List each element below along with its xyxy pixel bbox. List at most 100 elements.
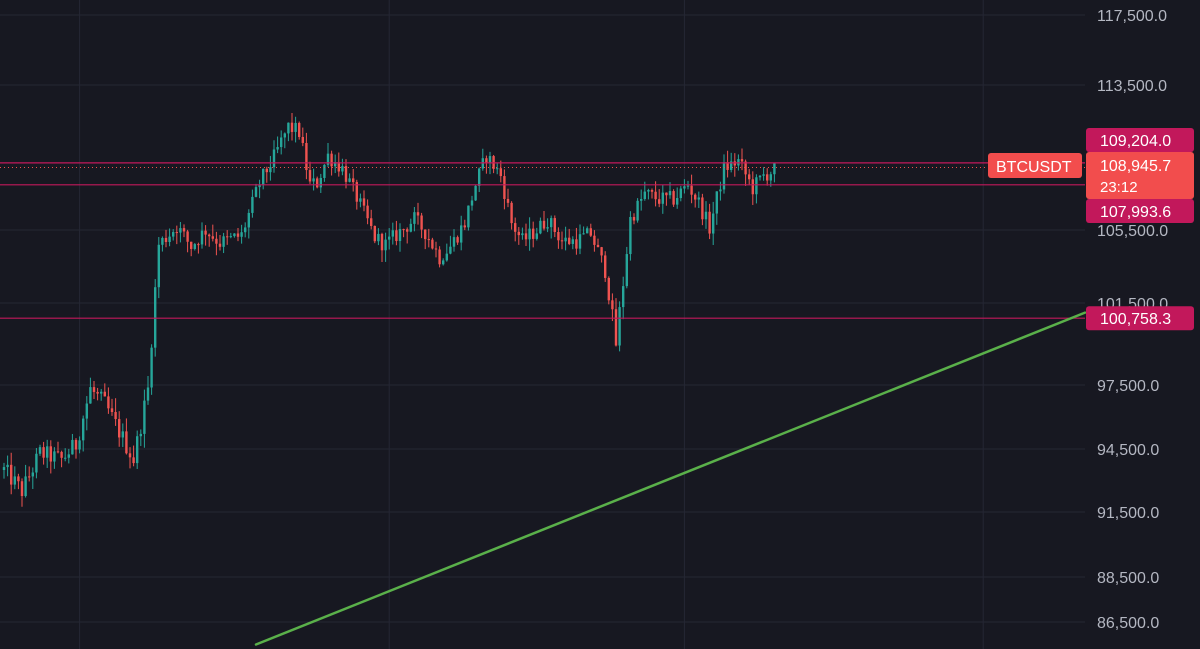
candle-body (269, 167, 272, 173)
candle-body (665, 192, 668, 196)
candle-body (276, 147, 279, 150)
candles-layer (2, 112, 776, 507)
candle-body (164, 237, 168, 243)
candle-body (280, 137, 283, 148)
candle-body (420, 215, 423, 230)
candle-body (146, 387, 150, 401)
candle-body (467, 205, 470, 228)
candle-body (568, 237, 571, 244)
candle-body (460, 225, 463, 243)
candle-body (20, 481, 24, 497)
price-axis: 117,500.0113,500.0105,500.0101,500.097,5… (1097, 8, 1168, 632)
candle-body (60, 451, 63, 458)
candle-body (722, 162, 726, 190)
candle-body (186, 231, 189, 242)
candle-body (204, 230, 207, 235)
candle-body (456, 237, 459, 243)
current-price-label: 108,945.7 (1100, 158, 1171, 175)
candle-body (654, 191, 657, 200)
trendline (254, 311, 1087, 646)
candle-body (600, 247, 603, 256)
candle-body (506, 198, 510, 203)
candle-body (355, 182, 358, 202)
trendline-layer (254, 311, 1087, 646)
candle-body (92, 387, 96, 392)
candle-body (35, 453, 38, 473)
candle-body (470, 200, 474, 206)
candle-body (514, 223, 517, 232)
candle-body (614, 309, 618, 346)
candle-body (24, 476, 27, 497)
candle-body (74, 439, 78, 450)
candle-body (46, 446, 49, 458)
candle-body (748, 174, 751, 180)
candle-body (71, 439, 74, 455)
candle-body (413, 212, 416, 224)
candle-body (362, 198, 366, 206)
candle-body (348, 178, 351, 182)
candle-body (661, 192, 664, 204)
candle-body (247, 212, 250, 228)
candle-body (607, 277, 610, 301)
candle-body (485, 158, 488, 163)
candle-body (85, 403, 88, 419)
candle-body (704, 211, 708, 220)
candle-body (532, 228, 535, 239)
axis-tick-label: 94,500.0 (1097, 442, 1159, 459)
candle-body (521, 233, 524, 236)
candle-body (528, 228, 531, 240)
candle-body (82, 418, 85, 441)
level-tag-upper-label: 109,204.0 (1100, 133, 1171, 150)
candle-body (89, 387, 92, 404)
candle-body (103, 391, 106, 397)
candle-body (683, 186, 686, 189)
candle-body (172, 232, 175, 237)
axis-tick-label: 105,500.0 (1097, 223, 1168, 240)
candle-body (6, 464, 9, 468)
candle-body (499, 168, 502, 177)
candle-body (64, 457, 67, 459)
candle-body (265, 168, 268, 173)
candle-body (388, 236, 391, 240)
candle-body (395, 230, 398, 242)
candle-body (78, 440, 81, 450)
candle-body (211, 236, 214, 239)
candle-body (182, 228, 186, 232)
candle-body (56, 451, 60, 453)
grid-lines (0, 0, 1085, 649)
candle-body (496, 168, 499, 170)
candle-body (384, 239, 387, 251)
candle-body (337, 162, 340, 172)
candle-body (409, 223, 412, 232)
axis-tick-label: 91,500.0 (1097, 505, 1159, 522)
candle-body (193, 244, 196, 249)
horizontal-levels (0, 162, 1085, 319)
candle-body (694, 194, 697, 200)
candle-body (589, 228, 592, 236)
candle-body (136, 436, 139, 464)
axis-tick-label: 117,500.0 (1097, 8, 1167, 25)
candle-body (697, 197, 700, 200)
candle-body (431, 239, 434, 249)
candle-body (690, 185, 693, 195)
candle-body (611, 300, 614, 310)
candle-body (517, 231, 520, 236)
candle-body (305, 142, 308, 171)
candle-body (593, 235, 596, 245)
candle-body (240, 232, 243, 237)
axis-tick-label: 113,500.0 (1097, 78, 1167, 95)
candle-body (676, 198, 679, 205)
candle-body (334, 162, 337, 167)
candle-body (740, 159, 744, 162)
candle-body (406, 229, 409, 232)
candle-body (13, 476, 16, 485)
candle-body (424, 229, 427, 240)
candle-body (298, 122, 301, 137)
candle-body (647, 190, 650, 192)
candle-body (326, 153, 330, 165)
candle-body (672, 191, 675, 205)
candle-body (96, 391, 99, 394)
symbol-tag-bg (988, 153, 1082, 178)
candle-body (175, 232, 178, 234)
